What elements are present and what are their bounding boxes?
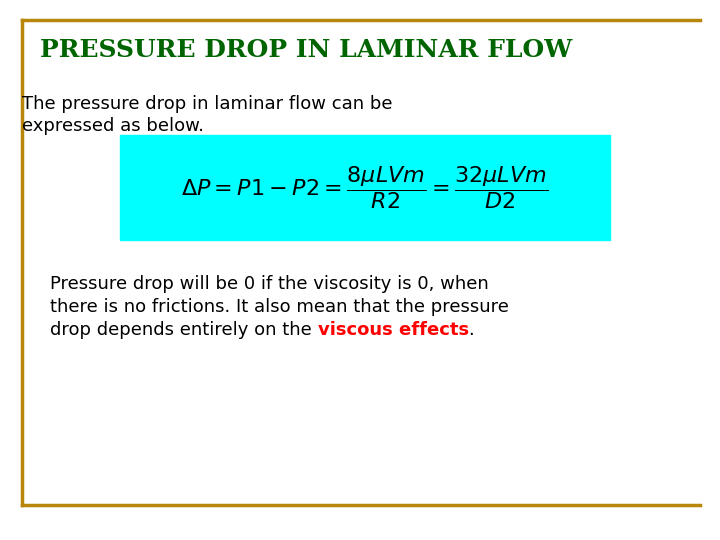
Text: drop depends entirely on the: drop depends entirely on the (50, 321, 318, 339)
Text: viscous effects: viscous effects (318, 321, 469, 339)
Text: The pressure drop in laminar flow can be: The pressure drop in laminar flow can be (22, 95, 392, 113)
Text: there is no frictions. It also mean that the pressure: there is no frictions. It also mean that… (50, 298, 509, 316)
Bar (120, 135, 610, 240)
Text: Pressure drop will be 0 if the viscosity is 0, when: Pressure drop will be 0 if the viscosity… (50, 275, 489, 293)
Text: $\Delta P = P1 - P2 = \dfrac{8\mu LVm}{R2} = \dfrac{32\mu LVm}{D2}$: $\Delta P = P1 - P2 = \dfrac{8\mu LVm}{R… (181, 164, 549, 211)
Text: PRESSURE DROP IN LAMINAR FLOW: PRESSURE DROP IN LAMINAR FLOW (40, 38, 572, 62)
Text: .: . (469, 321, 474, 339)
Text: expressed as below.: expressed as below. (22, 117, 204, 135)
